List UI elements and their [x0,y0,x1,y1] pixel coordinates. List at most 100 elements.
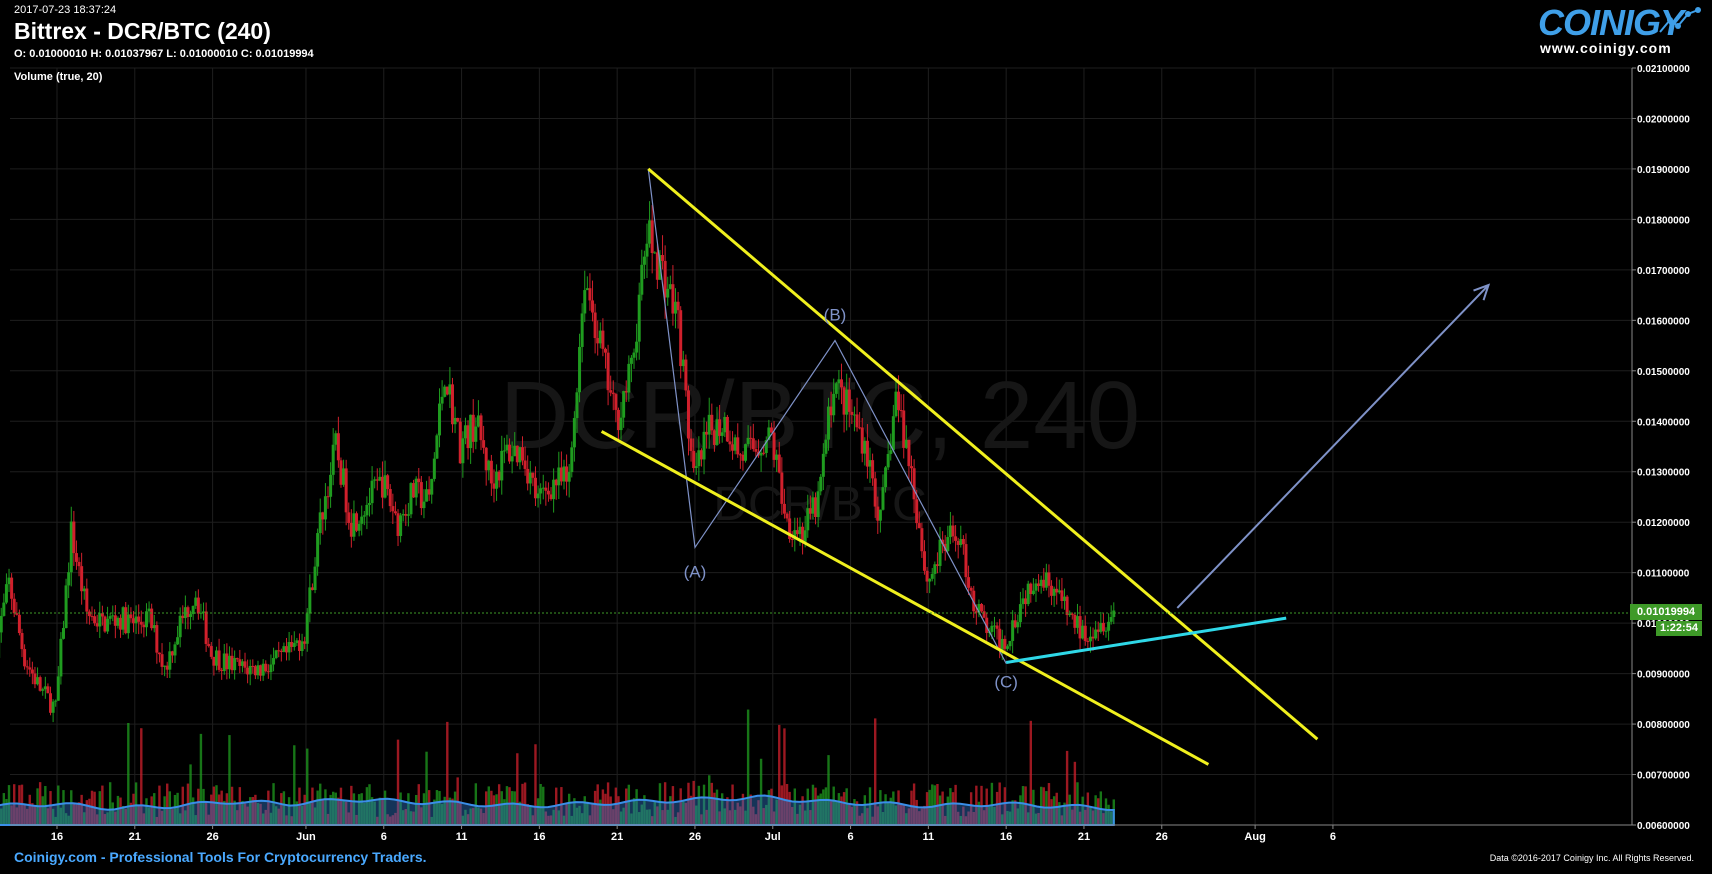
volume-bar [1102,813,1105,825]
volume-bar [207,814,210,825]
candle-body [113,615,117,626]
candle-body [266,671,270,673]
candle-body [572,418,576,448]
volume-bar [1034,813,1038,825]
volume-bar [490,790,493,825]
candle-body [93,616,97,624]
candle-body [1070,613,1074,615]
candle-body [1073,614,1077,628]
candle-body [0,615,3,633]
volume-bar [645,809,649,825]
volume-bar [1032,789,1035,825]
candle-body [528,472,532,484]
candle-body [526,468,530,484]
volume-bar [116,795,120,825]
volume-bar [964,816,968,825]
footer-tagline[interactable]: Coinigy.com - Professional Tools For Cry… [14,849,427,865]
x-axis-tick-label: 16 [1000,831,1012,843]
candle-body [108,616,112,619]
candle-body [119,617,123,630]
volume-bar [191,797,195,825]
candle-body [412,483,416,498]
candle-body [202,611,206,613]
candle-body [627,363,631,393]
volume-bar [811,784,815,825]
volume-bar [959,815,962,825]
wave-label: (C) [994,673,1018,692]
candle-body [479,415,483,441]
candle-body [1068,613,1072,616]
volume-bar [757,800,760,825]
volume-bar [1068,794,1071,825]
volume-bar [897,790,900,825]
volume-bar [523,782,527,825]
candle-body [1011,620,1015,642]
candle-body [222,653,226,672]
volume-bar [749,794,752,825]
candle-body [207,643,211,647]
candle-body [342,468,346,485]
candle-body [1042,579,1046,588]
volume-bar [293,745,296,825]
volume-bar [121,805,125,825]
candle-body [393,511,397,514]
candle-body [347,512,351,523]
candle-body [264,663,268,672]
volume-bar [679,788,682,825]
volume-bar [215,785,218,825]
candle-body [1003,638,1007,649]
candle-body [1026,583,1030,605]
volume-bar [274,806,278,825]
volume-bar [619,811,623,825]
candle-body [513,445,517,457]
candle-body [310,587,314,591]
volume-bar [142,813,146,825]
candle-body [917,523,921,529]
volume-bar [189,764,192,825]
candle-body [425,489,429,502]
coinigy-logo[interactable]: COINIGY www.coinigy.com [1532,0,1712,58]
volume-bar [285,815,288,825]
candle-body [277,650,281,652]
candle-body [889,450,893,454]
volume-bar [1086,792,1090,825]
volume-bar [184,810,187,825]
candle-body [912,468,916,500]
volume-bar [604,793,607,825]
volume-bar [1058,802,1061,825]
volume-bar [736,802,739,825]
timestamp: 2017-07-23 18:37:24 [14,4,117,16]
candle-body [243,661,247,668]
candle-body [373,479,377,481]
candle-body [194,597,198,606]
candle-body [508,444,512,462]
candle-body [367,503,371,505]
volume-bar [256,803,260,825]
candle-body [134,616,138,624]
candle-body [679,310,683,367]
volume-bar [153,793,156,825]
candle-body [567,472,571,482]
volume-bar [653,801,656,825]
candle-body [881,487,885,510]
candle-body [445,386,449,395]
volume-bar [303,794,306,825]
candle-body [326,496,330,498]
candle-body [189,614,193,617]
volume-bar [140,728,143,825]
volume-bar [2,793,6,825]
volume-bar [1042,787,1045,825]
candle-body [920,528,924,552]
candle-body [998,628,1002,651]
volume-bar [710,782,714,825]
candle-body [357,523,361,531]
candle-body [886,453,890,468]
volume-bar [197,788,200,825]
volume-bar [290,816,293,825]
volume-bar [1027,812,1030,825]
candle-body [67,572,71,586]
volume-bar [967,811,970,825]
volume-bar [101,785,104,825]
volume-bar [944,815,947,825]
